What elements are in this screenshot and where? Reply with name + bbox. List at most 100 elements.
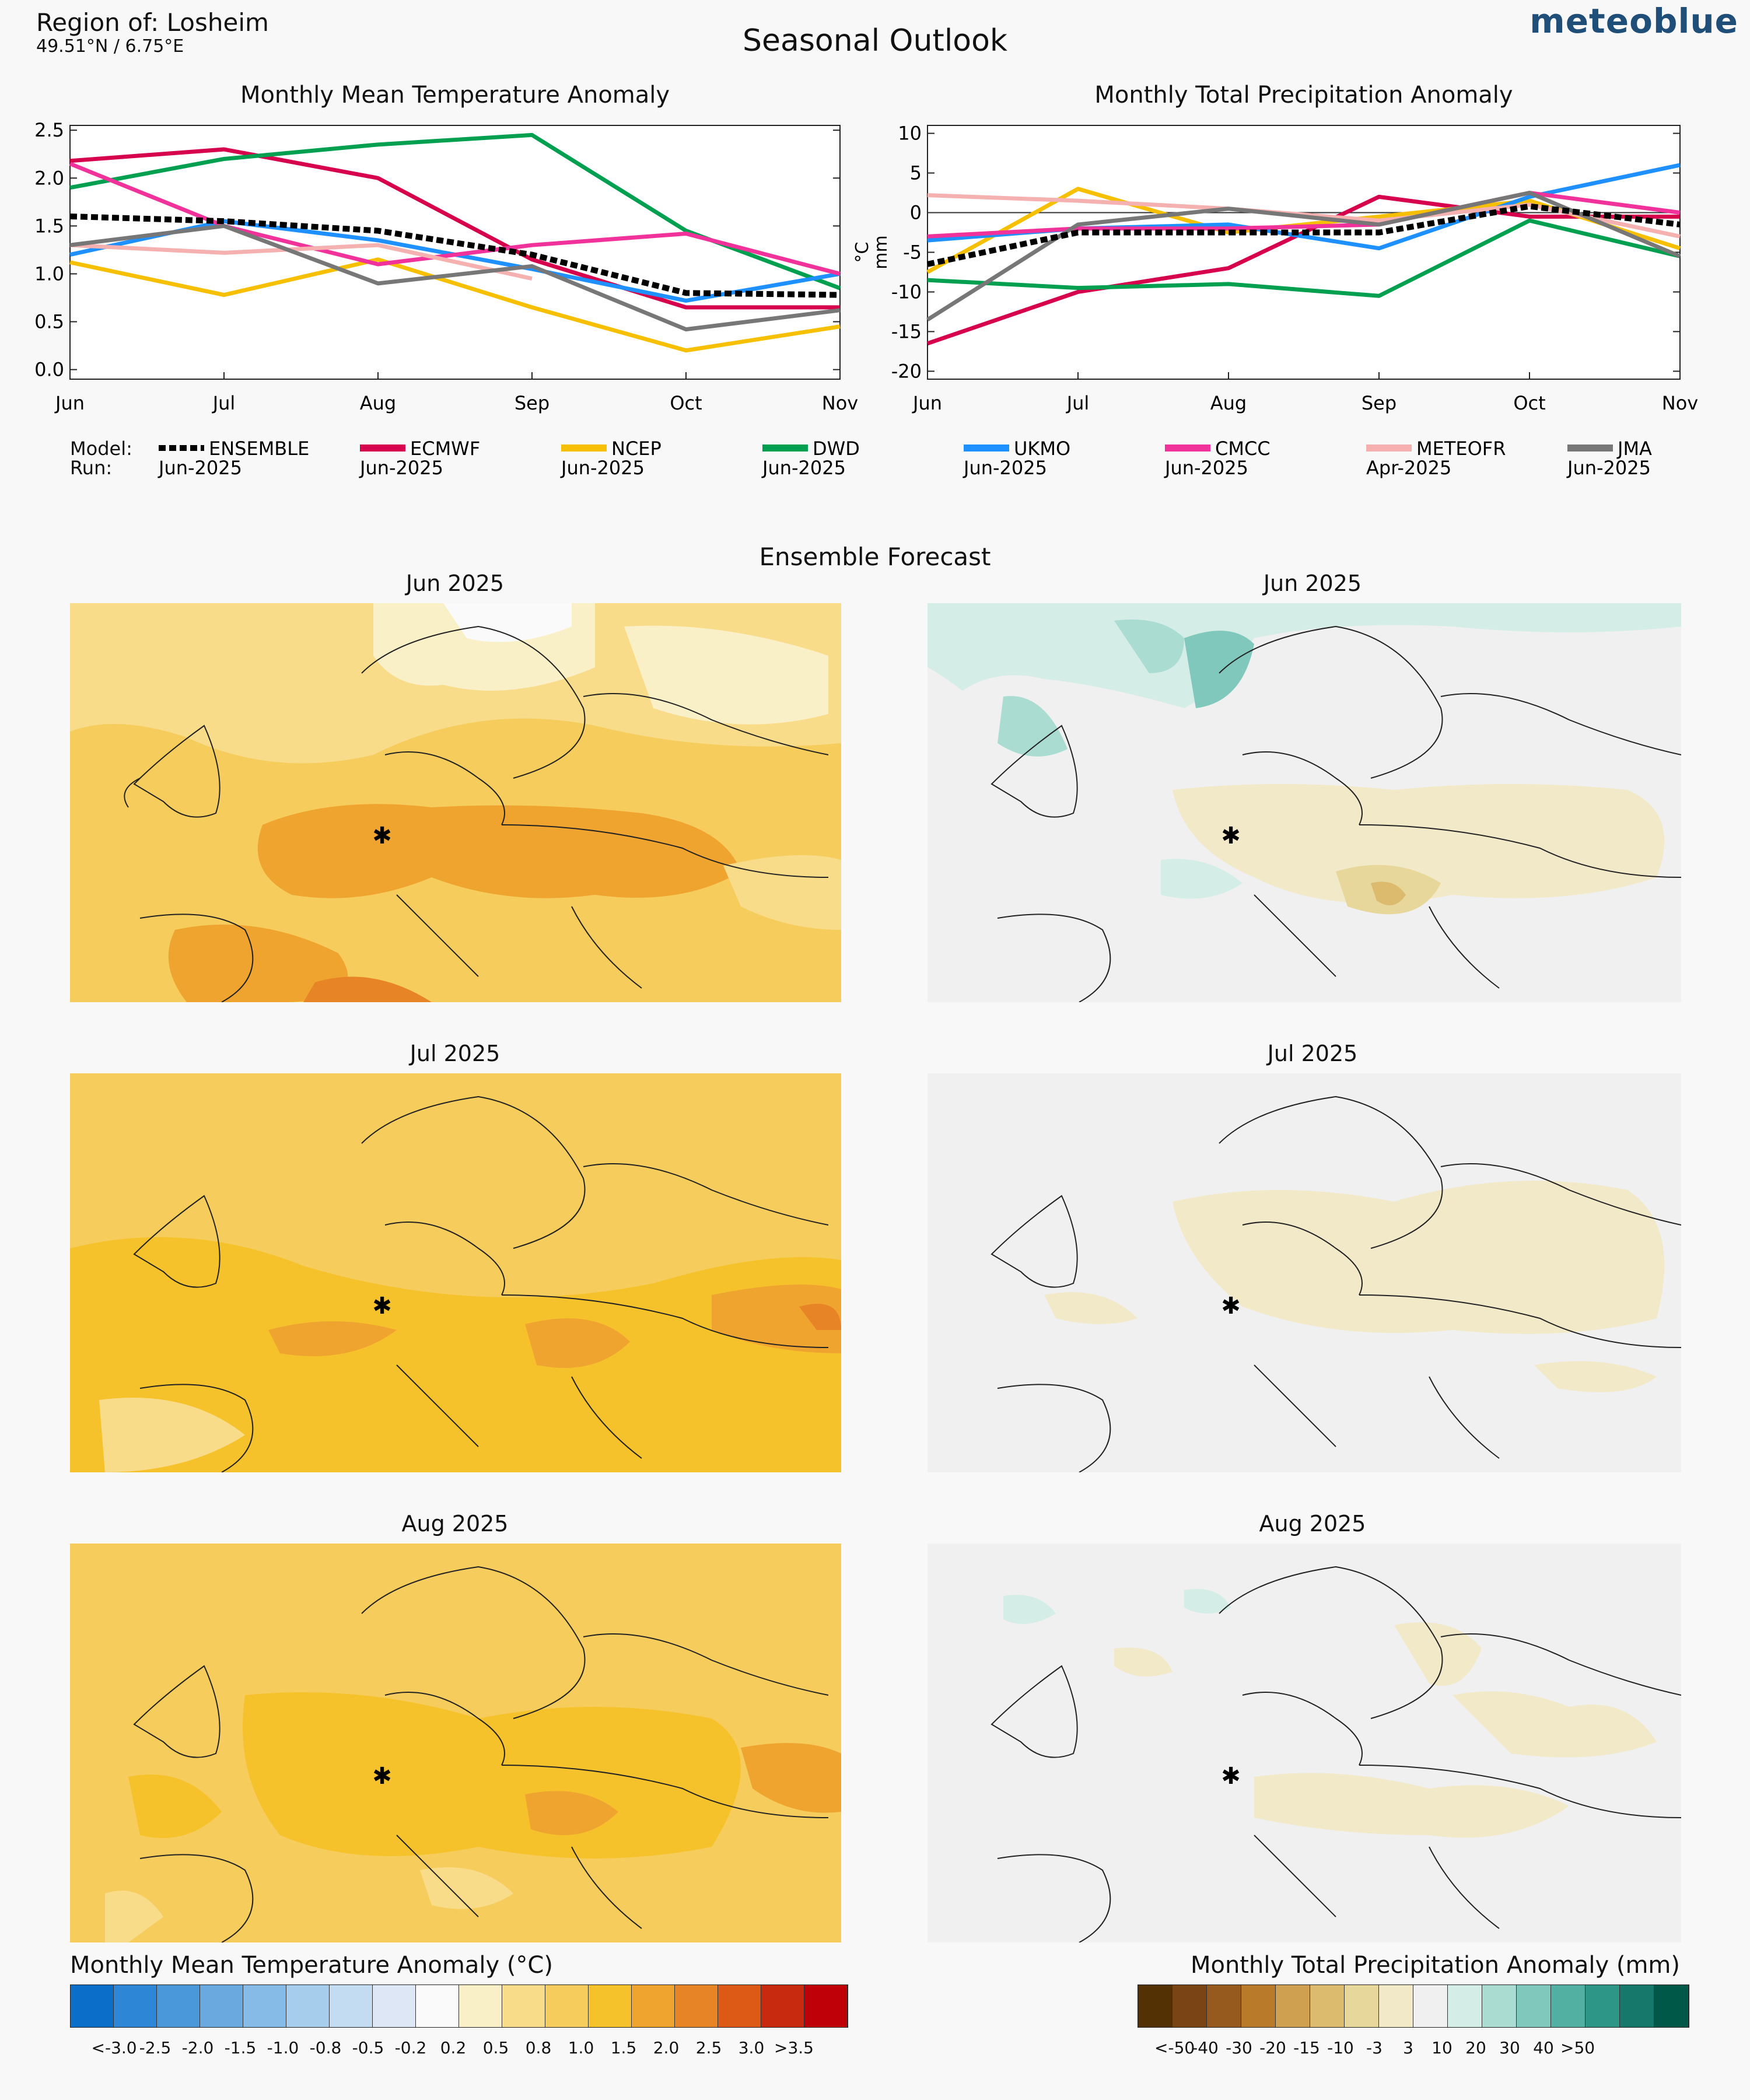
y-tick-label: 2.0 <box>34 167 64 189</box>
precip-map-jul: ✱ <box>928 1073 1681 1472</box>
colorbar-label: -2.5 <box>139 2038 172 2057</box>
colorbar-swatch <box>200 1985 243 2027</box>
temp-anomaly-chart: Jun Jul Aug Sep Oct Nov 0.0 0.5 1.0 1.5 2.0 2.5 °C <box>34 119 873 414</box>
legend-run-date: Jun-2025 <box>359 457 443 479</box>
colorbar-label: 3 <box>1403 2038 1413 2057</box>
legend-run-date: Jun-2025 <box>1566 457 1651 479</box>
colorbar-swatch <box>243 1985 286 2027</box>
x-tick-label: Nov <box>1662 392 1698 414</box>
location-marker: ✱ <box>1221 1763 1241 1790</box>
colorbar-label: -1.0 <box>267 2038 299 2057</box>
precip-map-title-jun: Jun 2025 <box>1263 570 1362 596</box>
temp-colorbar-title: Monthly Mean Temperature Anomaly (°C) <box>70 1952 553 1979</box>
y-tick-label: 0 <box>910 202 922 224</box>
colorbar-swatch <box>1207 1985 1241 2027</box>
y-axis-unit: mm <box>871 235 891 269</box>
precip-map-title-aug: Aug 2025 <box>1259 1511 1366 1536</box>
location-marker: ✱ <box>372 822 392 849</box>
x-tick-label: Sep <box>1362 392 1396 414</box>
colorbar-swatch <box>416 1985 459 2027</box>
legend-run-date: Jun-2025 <box>761 457 846 479</box>
legend-model-name: ENSEMBLE <box>209 438 309 460</box>
y-tick-label: -5 <box>903 242 922 264</box>
region-coordinates: 49.51°N / 6.75°E <box>36 36 184 57</box>
colorbar-swatch <box>1448 1985 1482 2027</box>
temp-colorbar <box>70 1985 848 2028</box>
colorbar-swatch <box>1276 1985 1310 2027</box>
colorbar-swatch <box>1654 1985 1689 2027</box>
series-line-ncep <box>69 257 841 353</box>
colorbar-label: -40 <box>1192 2038 1219 2057</box>
temp-map-aug: ✱ <box>70 1544 841 1943</box>
colorbar-label: -10 <box>1327 2038 1354 2057</box>
colorbar-swatch <box>1482 1985 1517 2027</box>
colorbar-label: 10 <box>1432 2038 1452 2057</box>
colorbar-label: 20 <box>1465 2038 1486 2057</box>
line-charts: Jun Jul Aug Sep Oct Nov 0.0 0.5 1.0 1.5 2.0 2.5 °C J… <box>34 119 1698 414</box>
chart-legend: ENSEMBLEJun-2025ECMWFJun-2025NCEPJun-202… <box>158 438 1652 479</box>
series-line-meteofr <box>69 243 533 281</box>
colorbar-label: >50 <box>1560 2038 1595 2057</box>
series-line-ensemble <box>926 203 1681 267</box>
location-marker: ✱ <box>372 1293 392 1320</box>
colorbar-label: -2.0 <box>181 2038 214 2057</box>
y-tick-label: 0.5 <box>34 311 64 333</box>
legend-model-name: DWD <box>813 438 860 460</box>
colorbar-swatch <box>1413 1985 1448 2027</box>
colorbar-swatch <box>1517 1985 1551 2027</box>
legend-run-label: Run: <box>70 457 113 479</box>
colorbar-label: -1.5 <box>224 2038 257 2057</box>
temp-colorbar-labels: <-3.0 -2.5 -2.0 -1.5 -1.0 -0.8 -0.5 -0.2 0.2 0.5 0… <box>92 2038 816 2057</box>
legend-model-name: JMA <box>1616 438 1652 460</box>
colorbar-label: -0.5 <box>352 2038 384 2057</box>
x-tick-label: Oct <box>1513 392 1545 414</box>
colorbar-label: 2.0 <box>653 2038 680 2057</box>
precip-map-jun: ✱ <box>928 603 1681 1002</box>
legend-model-name: ECMWF <box>410 438 480 460</box>
colorbar-swatch <box>1310 1985 1345 2027</box>
precip-colorbar-labels: <-50 -40 -30 -20 -15 -10 -3 3 10 20 30 40 >50 <box>1154 2038 1595 2057</box>
series-line-dwd <box>927 218 1681 298</box>
ensemble-title: Ensemble Forecast <box>759 542 991 571</box>
x-tick-label: Aug <box>360 392 396 414</box>
legend-model-label: Model: <box>70 438 132 460</box>
colorbar-swatch <box>1138 1985 1172 2027</box>
y-tick-label: -10 <box>891 281 922 303</box>
location-marker: ✱ <box>1221 822 1241 849</box>
series-line-jma <box>69 223 841 332</box>
colorbar-label: 3.0 <box>738 2038 765 2057</box>
colorbar-label: <-50 <box>1154 2038 1195 2057</box>
colorbar-label: >3.5 <box>774 2038 814 2057</box>
temp-map-title-jun: Jun 2025 <box>405 570 505 596</box>
x-tick-label: Jul <box>1066 392 1090 414</box>
colorbar-label: -30 <box>1226 2038 1252 2057</box>
colorbar-swatch <box>545 1985 589 2027</box>
colorbar-swatch <box>71 1985 114 2027</box>
x-tick-label: Jul <box>212 392 236 414</box>
y-tick-label: 1.0 <box>34 262 64 285</box>
series-line-ensemble <box>69 213 841 298</box>
brand-logo[interactable]: meteoblue <box>1530 1 1738 41</box>
y-axis-unit: °C <box>852 242 873 263</box>
y-tick-label: -20 <box>891 360 922 382</box>
colorbar-swatch <box>1379 1985 1413 2027</box>
legend-run-date: Jun-2025 <box>158 457 242 479</box>
legend-run-date: Jun-2025 <box>963 457 1047 479</box>
x-tick-label: Sep <box>514 392 550 414</box>
legend-model-name: METEOFR <box>1416 438 1506 460</box>
colorbar-swatch <box>1586 1985 1620 2027</box>
x-tick-label: Oct <box>670 392 702 414</box>
colorbar-label: <-3.0 <box>91 2038 137 2057</box>
temp-chart-title: Monthly Mean Temperature Anomaly <box>240 82 670 108</box>
y-tick-label: 2.5 <box>34 119 64 141</box>
colorbar-swatch <box>1345 1985 1379 2027</box>
colorbar-swatch <box>1241 1985 1276 2027</box>
colorbar-swatch <box>157 1985 200 2027</box>
x-tick-label: Aug <box>1210 392 1247 414</box>
precip-colorbar-title: Monthly Total Precipitation Anomaly (mm) <box>1190 1952 1680 1979</box>
legend-model-name: NCEP <box>611 438 662 460</box>
colorbar-label: -0.2 <box>394 2038 427 2057</box>
colorbar-swatch <box>632 1985 675 2027</box>
colorbar-label: 1.0 <box>568 2038 594 2057</box>
colorbar-label: 0.8 <box>525 2038 552 2057</box>
